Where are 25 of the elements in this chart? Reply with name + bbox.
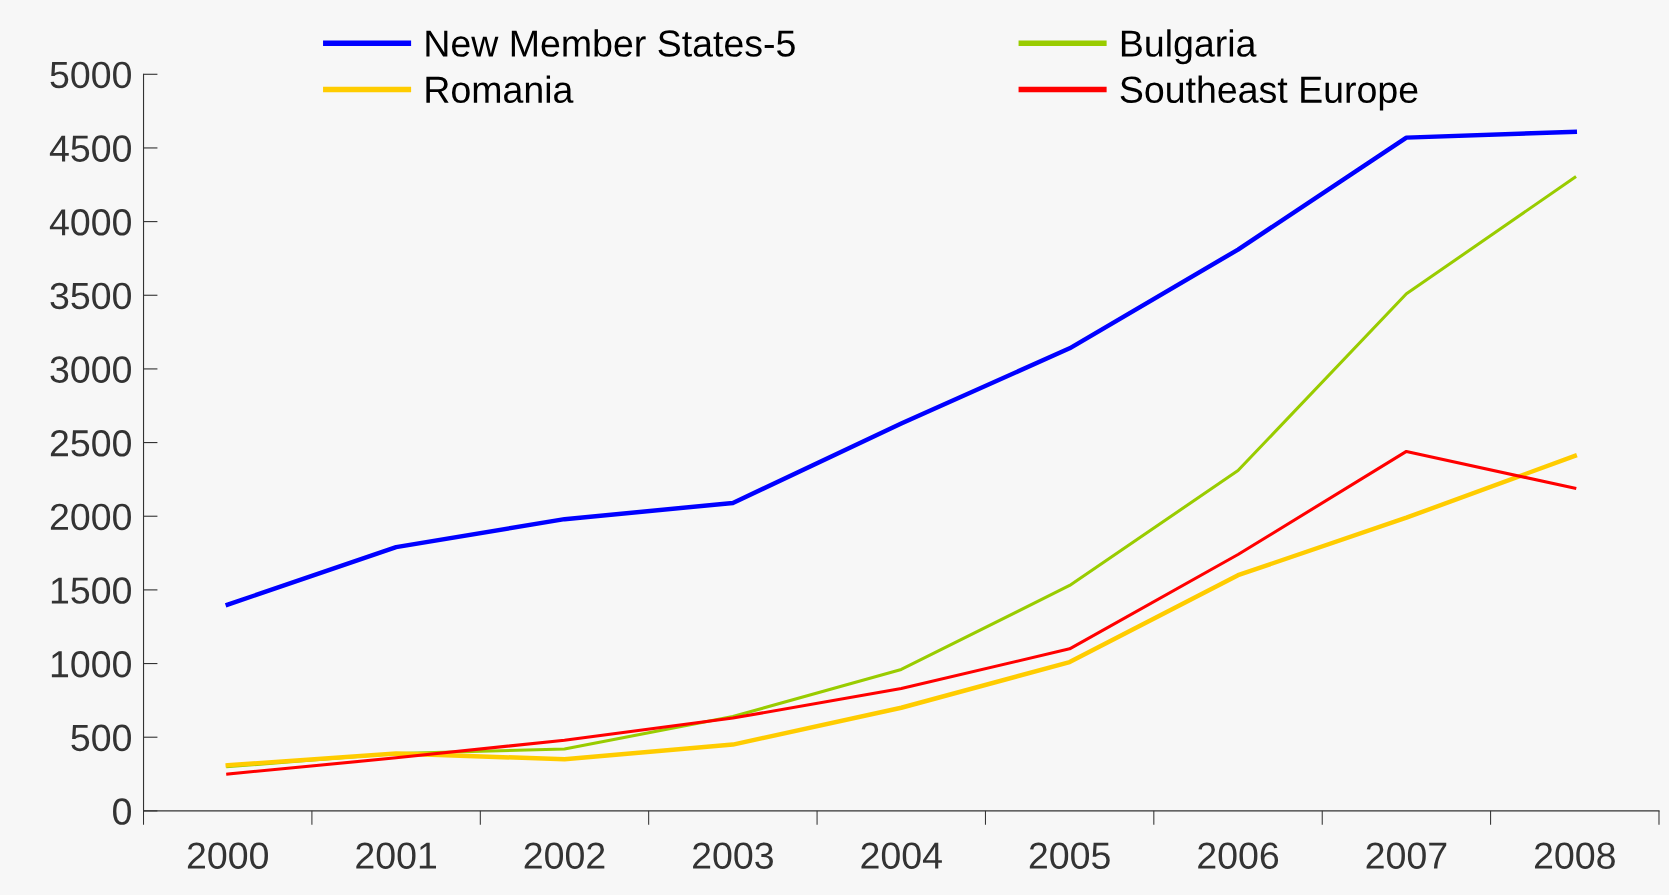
x-tick-label: 2005 [1029, 842, 1110, 869]
y-tick-label: 1500 [51, 577, 131, 604]
legend-label: Romania [426, 75, 574, 104]
x-tick-label: 2002 [524, 842, 605, 869]
legend-label: New Member States-5 [426, 29, 795, 57]
y-tick-label: 4000 [49, 209, 131, 236]
y-tick-label: 3500 [50, 282, 131, 310]
y-tick-label: 5000 [50, 61, 131, 89]
x-tick-label: 2004 [861, 842, 942, 869]
x-tick-label: 2007 [1366, 842, 1447, 869]
x-tick-label: 2001 [356, 842, 436, 869]
line-series [225, 129, 1578, 607]
y-tick-label: 0 [113, 798, 131, 825]
x-tick-label: 2000 [187, 842, 268, 869]
x-tick-label: 2006 [1198, 842, 1279, 869]
y-tick-label: 1000 [51, 650, 131, 678]
y-tick-label: 3000 [50, 356, 131, 383]
legend-label: Southeast Europe [1120, 75, 1418, 111]
x-tick-label: 2008 [1534, 842, 1615, 869]
y-tick-label: 500 [71, 724, 131, 752]
y-tick-label: 2000 [50, 503, 131, 531]
y-tick-label: 2500 [50, 429, 131, 457]
y-tick-label: 4500 [49, 135, 131, 162]
legend-label: Bulgaria [1121, 29, 1257, 65]
x-tick-label: 2003 [693, 842, 773, 869]
